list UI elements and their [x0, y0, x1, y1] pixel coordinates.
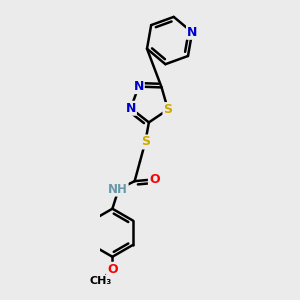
Text: N: N: [187, 26, 197, 39]
Text: S: S: [164, 103, 172, 116]
Text: CH₃: CH₃: [90, 276, 112, 286]
Text: O: O: [149, 173, 160, 186]
Text: NH: NH: [108, 183, 128, 196]
Text: N: N: [134, 80, 144, 93]
Text: N: N: [125, 102, 136, 115]
Text: O: O: [107, 263, 118, 276]
Text: S: S: [141, 136, 150, 148]
